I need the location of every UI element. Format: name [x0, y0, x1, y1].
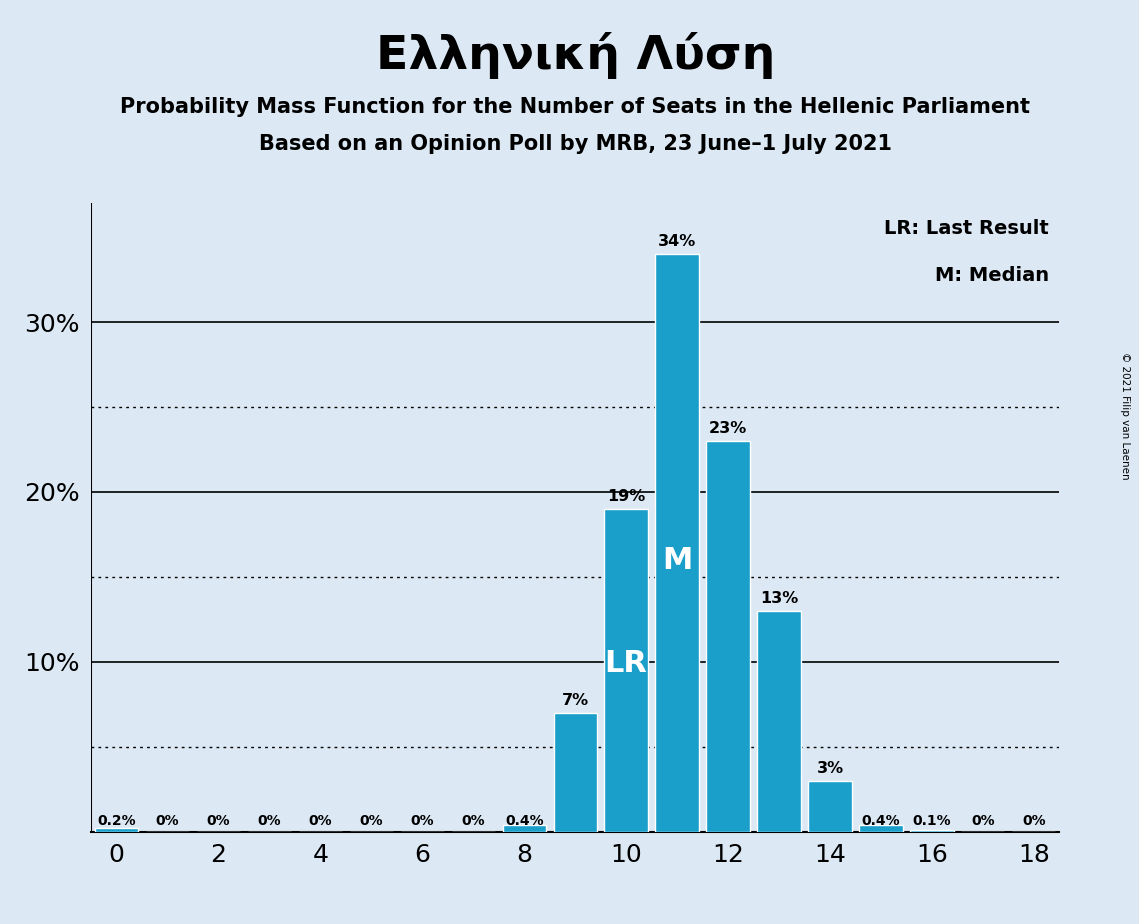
Text: 0.4%: 0.4% [505, 814, 543, 829]
Text: Based on an Opinion Poll by MRB, 23 June–1 July 2021: Based on an Opinion Poll by MRB, 23 June… [259, 134, 892, 154]
Text: 0%: 0% [972, 814, 994, 829]
Text: 0%: 0% [309, 814, 333, 829]
Text: © 2021 Filip van Laenen: © 2021 Filip van Laenen [1121, 352, 1130, 480]
Text: 0.1%: 0.1% [912, 814, 951, 829]
Text: 13%: 13% [760, 590, 798, 606]
Text: 0%: 0% [156, 814, 179, 829]
Bar [554, 712, 597, 832]
Text: LR: Last Result: LR: Last Result [884, 219, 1049, 238]
Text: 0%: 0% [410, 814, 434, 829]
Bar [95, 828, 138, 832]
Bar [605, 509, 648, 832]
Text: 0%: 0% [257, 814, 281, 829]
Bar [706, 441, 749, 832]
Text: 0%: 0% [1022, 814, 1046, 829]
Text: 34%: 34% [658, 234, 696, 249]
Text: 19%: 19% [607, 489, 646, 504]
Text: 0%: 0% [461, 814, 485, 829]
Text: 0%: 0% [206, 814, 230, 829]
Text: 0%: 0% [360, 814, 383, 829]
Text: Probability Mass Function for the Number of Seats in the Hellenic Parliament: Probability Mass Function for the Number… [121, 97, 1030, 117]
Bar [757, 611, 801, 832]
Text: 0.2%: 0.2% [97, 814, 136, 829]
Text: M: Median: M: Median [935, 266, 1049, 286]
Bar [502, 825, 546, 832]
Text: LR: LR [605, 650, 648, 678]
Text: Ελληνική Λύση: Ελληνική Λύση [376, 32, 775, 79]
Text: 3%: 3% [817, 760, 844, 775]
Text: 7%: 7% [562, 693, 589, 708]
Bar [655, 254, 698, 832]
Bar [859, 825, 902, 832]
Text: M: M [662, 546, 693, 575]
Text: 23%: 23% [708, 421, 747, 436]
Text: 0.4%: 0.4% [861, 814, 900, 829]
Bar [910, 830, 953, 832]
Bar [809, 781, 852, 832]
